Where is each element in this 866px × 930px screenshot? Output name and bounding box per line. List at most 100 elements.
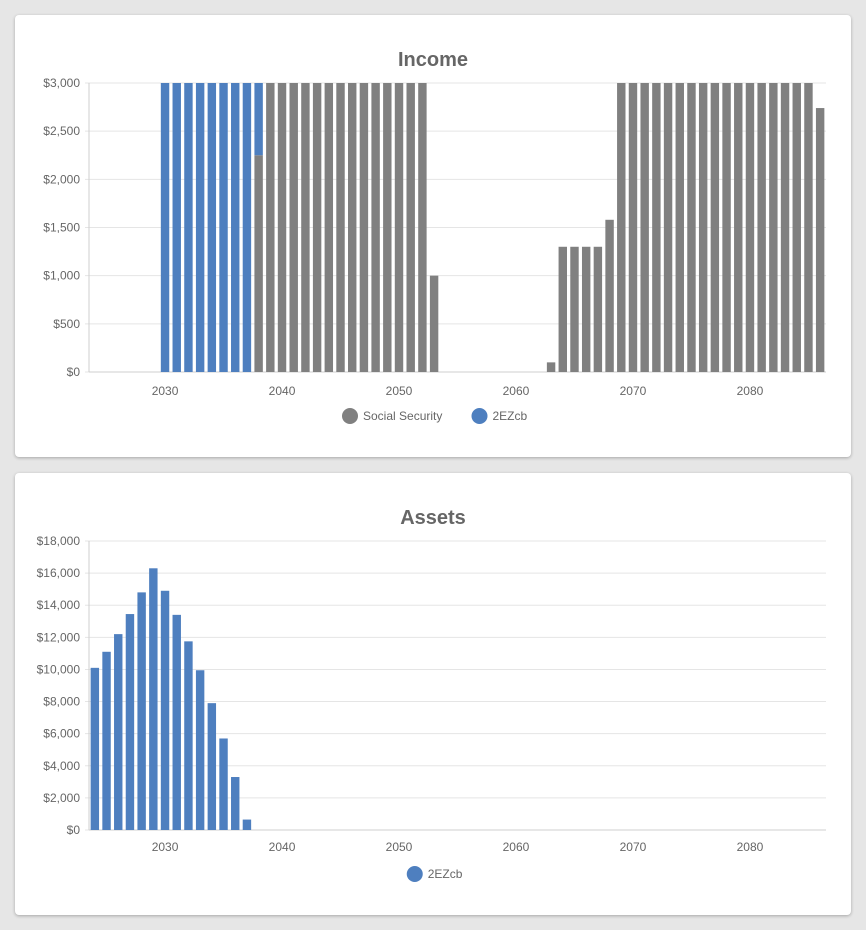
assets-y-tick-label: $8,000: [43, 695, 80, 709]
income-y-tick-label: $0: [67, 365, 81, 379]
income-bar-social-security-2085[interactable]: [804, 83, 813, 372]
income-bar-social-security-2068[interactable]: [605, 219, 614, 372]
legend-item-social-security[interactable]: Social Security: [342, 408, 442, 424]
income-bar-social-security-2049[interactable]: [383, 83, 392, 372]
legend-label: Social Security: [363, 409, 442, 423]
legend-label: 2EZcb: [493, 409, 528, 423]
income-bar-2ezcb-2035[interactable]: [219, 83, 228, 372]
income-bar-social-security-2069[interactable]: [617, 83, 626, 372]
income-bar-social-security-2067[interactable]: [593, 246, 603, 372]
income-bar-social-security-2050[interactable]: [394, 83, 404, 372]
income-bar-social-security-2044[interactable]: [324, 83, 334, 372]
legend-swatch-icon: [406, 866, 423, 882]
income-bar-social-security-2086[interactable]: [815, 108, 825, 373]
income-x-tick-label: 2070: [620, 384, 647, 398]
income-chart-card: Income $0 $500 $1,000 $1,500 $2,000 $2,500 $3,0…: [15, 15, 851, 457]
income-bar-social-security-2038[interactable]: [254, 155, 263, 372]
income-bar-social-security-2053[interactable]: [429, 275, 439, 372]
income-bar-social-security-2041[interactable]: [289, 83, 298, 372]
income-x-tick-label: 2050: [386, 384, 413, 398]
assets-x-tick-label: 2060: [503, 840, 530, 854]
income-bar-social-security-2047[interactable]: [359, 83, 369, 372]
income-chart-title: Income: [398, 49, 468, 71]
assets-bar-2ezcb-2024[interactable]: [90, 667, 100, 830]
income-y-tick-label: $1,500: [43, 221, 80, 235]
legend-label: 2EZcb: [428, 867, 463, 881]
income-bar-social-security-2070[interactable]: [628, 83, 638, 372]
assets-bar-2ezcb-2035[interactable]: [219, 738, 228, 830]
income-bar-2ezcb-2038[interactable]: [254, 83, 263, 156]
income-y-tick-label: $1,000: [43, 269, 80, 283]
assets-bar-2ezcb-2033[interactable]: [195, 670, 205, 830]
assets-bar-2ezcb-2032[interactable]: [184, 641, 193, 830]
income-bar-social-security-2078[interactable]: [722, 83, 731, 372]
income-bar-social-security-2079[interactable]: [734, 83, 743, 372]
assets-x-tick-label: 2080: [737, 840, 764, 854]
income-y-tick-label: $3,000: [43, 76, 80, 90]
assets-y-tick-label: $6,000: [43, 727, 80, 741]
assets-bar-2ezcb-2031[interactable]: [172, 614, 181, 830]
income-y-tick-label: $2,000: [43, 172, 80, 186]
income-bar-social-security-2043[interactable]: [312, 83, 322, 372]
income-bar-social-security-2045[interactable]: [336, 83, 345, 372]
income-bar-social-security-2066[interactable]: [581, 246, 591, 372]
income-bar-social-security-2065[interactable]: [570, 246, 579, 372]
assets-chart-card: Assets $0 $2,000 $4,000 $6,000 $8,000 $10,000 $…: [15, 473, 851, 915]
income-bar-social-security-2071[interactable]: [640, 83, 649, 372]
assets-bar-2ezcb-2027[interactable]: [125, 614, 135, 830]
income-y-tick-label: $500: [53, 317, 80, 331]
assets-y-tick-label: $12,000: [37, 630, 81, 644]
income-y-tick-label: $2,500: [43, 124, 80, 138]
income-bar-social-security-2073[interactable]: [663, 83, 673, 372]
income-bar-social-security-2063[interactable]: [546, 362, 556, 372]
assets-x-tick-label: 2040: [269, 840, 296, 854]
income-bar-social-security-2076[interactable]: [698, 83, 708, 372]
income-bar-social-security-2039[interactable]: [266, 83, 275, 372]
legend-swatch-icon: [471, 408, 488, 424]
income-x-tick-label: 2030: [152, 384, 179, 398]
assets-y-tick-label: $4,000: [43, 759, 80, 773]
legend-item-2ezcb[interactable]: 2EZcb: [406, 866, 463, 882]
assets-bar-2ezcb-2037[interactable]: [242, 819, 252, 830]
income-bar-social-security-2040[interactable]: [277, 83, 287, 372]
income-bar-social-security-2052[interactable]: [418, 83, 427, 372]
income-bar-social-security-2046[interactable]: [348, 83, 357, 372]
income-bar-2ezcb-2036[interactable]: [231, 83, 240, 372]
income-bar-social-security-2082[interactable]: [769, 83, 778, 372]
income-bar-2ezcb-2033[interactable]: [195, 83, 205, 372]
assets-bar-2ezcb-2026[interactable]: [114, 634, 123, 830]
legend-item-2ezcb[interactable]: 2EZcb: [471, 408, 528, 424]
income-chart: Income $0 $500 $1,000 $1,500 $2,000 $2,500 $3,0…: [43, 49, 826, 424]
income-bar-social-security-2075[interactable]: [687, 83, 696, 372]
assets-y-tick-label: $16,000: [37, 566, 81, 580]
assets-x-tick-label: 2030: [152, 840, 179, 854]
assets-bar-2ezcb-2025[interactable]: [102, 651, 111, 830]
assets-y-tick-label: $2,000: [43, 791, 80, 805]
assets-y-tick-label: $0: [67, 823, 81, 837]
income-bar-social-security-2064[interactable]: [558, 246, 567, 372]
income-bar-2ezcb-2037[interactable]: [242, 83, 252, 372]
income-bar-social-security-2080[interactable]: [745, 83, 755, 372]
income-bar-social-security-2083[interactable]: [780, 83, 790, 372]
assets-x-tick-label: 2050: [386, 840, 413, 854]
assets-bar-2ezcb-2029[interactable]: [149, 568, 158, 830]
income-bar-social-security-2084[interactable]: [792, 83, 801, 372]
income-bar-social-security-2042[interactable]: [301, 83, 310, 372]
income-bar-social-security-2072[interactable]: [652, 83, 661, 372]
assets-chart-title: Assets: [400, 507, 466, 529]
assets-bar-2ezcb-2030[interactable]: [160, 590, 170, 830]
income-bar-social-security-2074[interactable]: [675, 83, 684, 372]
assets-bar-2ezcb-2036[interactable]: [231, 777, 240, 830]
income-bar-social-security-2077[interactable]: [710, 83, 720, 372]
income-bar-social-security-2081[interactable]: [757, 83, 766, 372]
assets-bar-2ezcb-2034[interactable]: [207, 703, 217, 830]
income-bar-social-security-2048[interactable]: [371, 83, 380, 372]
income-bar-2ezcb-2034[interactable]: [207, 83, 217, 372]
income-bar-2ezcb-2031[interactable]: [172, 83, 181, 372]
income-bar-social-security-2051[interactable]: [406, 83, 415, 372]
assets-y-tick-label: $10,000: [37, 662, 81, 676]
income-bar-2ezcb-2030[interactable]: [160, 83, 170, 372]
income-bar-2ezcb-2032[interactable]: [184, 83, 193, 372]
assets-chart: Assets $0 $2,000 $4,000 $6,000 $8,000 $10,000 $…: [37, 507, 826, 882]
assets-bar-2ezcb-2028[interactable]: [137, 592, 146, 830]
